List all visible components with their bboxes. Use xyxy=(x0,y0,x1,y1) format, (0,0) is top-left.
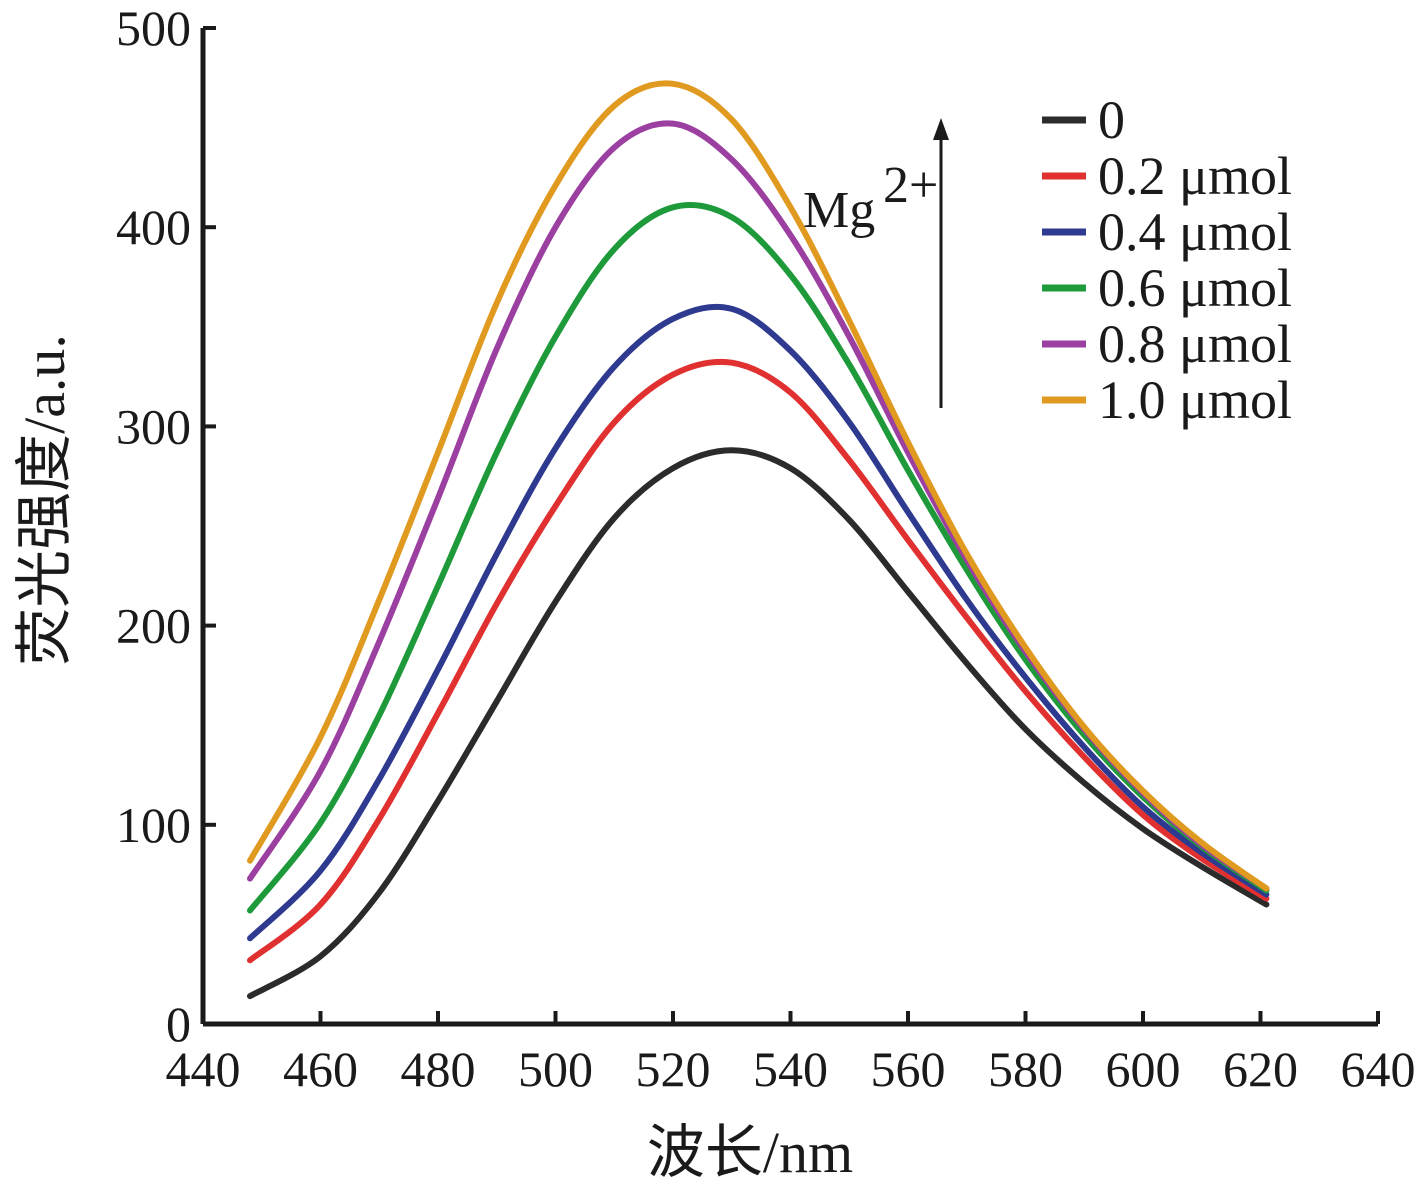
legend-label: 0 xyxy=(1098,90,1125,150)
y-tick-label: 100 xyxy=(116,797,191,853)
x-tick-label: 480 xyxy=(401,1041,476,1097)
x-tick-label: 560 xyxy=(871,1041,946,1097)
series-line-5 xyxy=(247,80,1270,892)
legend-label: 1.0 μmol xyxy=(1098,370,1292,430)
x-tick-label: 460 xyxy=(283,1041,358,1097)
axes: 440 460 480 500 520 540 560 580 600 620 640 0 100 200… xyxy=(116,0,1416,1097)
mg-arrow-annotation: Mg 2+ xyxy=(803,118,949,408)
x-tick-label: 540 xyxy=(753,1041,828,1097)
y-axis-title: 荧光强度/a.u. xyxy=(12,334,77,666)
series-layer xyxy=(247,80,1270,1000)
x-tick-label: 440 xyxy=(166,1041,241,1097)
legend-label: 0.2 μmol xyxy=(1098,146,1292,206)
y-tick-label: 300 xyxy=(116,398,191,454)
x-tick-label: 580 xyxy=(988,1041,1063,1097)
y-tick-label: 500 xyxy=(116,0,191,56)
series-line-2 xyxy=(247,303,1270,942)
series-line-0 xyxy=(247,447,1270,1000)
x-tick-label: 600 xyxy=(1106,1041,1181,1097)
x-axis-title: 波长/nm xyxy=(647,1120,853,1181)
series-line-1 xyxy=(247,358,1270,964)
series-line-3 xyxy=(247,202,1270,914)
x-tick-label: 620 xyxy=(1223,1041,1298,1097)
y-tick-label: 200 xyxy=(116,598,191,654)
arrow-head-icon xyxy=(933,118,949,140)
annotation-superscript: 2+ xyxy=(883,157,938,214)
y-tick-label: 400 xyxy=(116,199,191,255)
y-tick-label: 0 xyxy=(166,996,191,1052)
x-tick-label: 500 xyxy=(518,1041,593,1097)
x-tick-label: 640 xyxy=(1341,1041,1416,1097)
legend-label: 0.6 μmol xyxy=(1098,258,1292,318)
legend-label: 0.4 μmol xyxy=(1098,202,1292,262)
x-tick-label: 520 xyxy=(636,1041,711,1097)
annotation-mg-text: Mg xyxy=(803,182,875,239)
legend-label: 0.8 μmol xyxy=(1098,314,1292,374)
